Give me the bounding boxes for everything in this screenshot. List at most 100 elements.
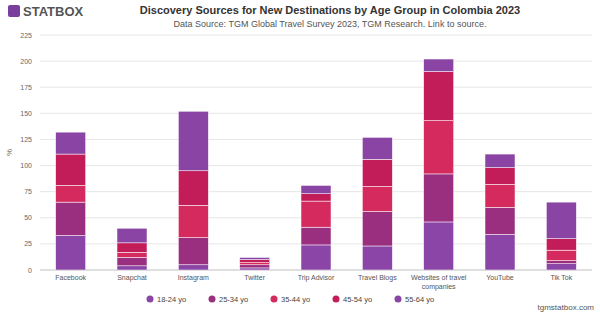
bar-segment — [56, 132, 86, 154]
bar-segment — [301, 245, 331, 270]
x-tick-label-line: Snapchat — [117, 274, 147, 282]
y-tick-label: 200 — [20, 58, 32, 65]
bar-segment — [485, 168, 515, 185]
x-tick-label: Tik Tok — [550, 274, 572, 281]
x-tick-label: Websites of travel companies — [411, 274, 467, 291]
x-tick-label: Trip Advisor — [298, 274, 335, 282]
bar-segment — [424, 174, 454, 222]
grid-line — [40, 139, 592, 140]
x-tick-label: Snapchat — [117, 274, 147, 282]
bar-segment — [485, 154, 515, 168]
legend-swatch — [209, 296, 216, 303]
legend-label: 18-24 yo — [157, 295, 186, 304]
y-tick-label: 125 — [20, 136, 32, 143]
y-tick-label: 225 — [20, 32, 32, 39]
bar-segment — [301, 194, 331, 201]
grid-line — [40, 87, 592, 88]
bar-segment — [362, 159, 392, 186]
bar-segment — [546, 239, 576, 250]
bar-segment — [546, 261, 576, 264]
legend-label: 45-54 yo — [343, 295, 372, 304]
bar-segment — [178, 205, 208, 237]
bar-segment — [424, 72, 454, 121]
bar-segment — [301, 185, 331, 193]
x-tick-label-line: YouTube — [486, 274, 514, 281]
bars — [56, 59, 577, 270]
x-tick-label-line: Websites of travel — [411, 274, 467, 281]
bar-segment — [178, 111, 208, 171]
x-tick-label-line: Instagram — [178, 274, 209, 282]
y-tick-label: 100 — [20, 162, 32, 169]
chart: STATBOX Discovery Sources for New Destina… — [0, 0, 600, 314]
bar-segment — [240, 257, 270, 259]
bar-segment — [117, 266, 147, 270]
x-tick-label: Facebook — [55, 274, 86, 281]
y-tick-label: 175 — [20, 84, 32, 91]
title: Discovery Sources for New Destinations b… — [140, 4, 520, 16]
y-tick-label: 50 — [24, 214, 32, 221]
bar-segment — [546, 250, 576, 260]
y-tick-label: 0 — [28, 267, 32, 274]
grid-line — [40, 61, 592, 62]
x-tick-label: YouTube — [486, 274, 514, 281]
legend: 18-24 yo 25-34 yo 35-44 yo 45-54 yo 55-64 yo — [147, 295, 435, 304]
legend-swatch — [147, 296, 154, 303]
bar-segment — [117, 252, 147, 257]
y-tick-label: 150 — [20, 110, 32, 117]
bar-segment — [301, 201, 331, 227]
bar-segment — [485, 234, 515, 270]
bar-segment — [485, 207, 515, 234]
legend-swatch — [395, 296, 402, 303]
bar-segment — [424, 222, 454, 270]
bar-segment — [240, 263, 270, 265]
bar-segment — [362, 137, 392, 159]
bar-segment — [301, 227, 331, 245]
bar-segment — [178, 265, 208, 270]
logo-text: STATBOX — [23, 4, 84, 19]
grid — [40, 35, 592, 270]
x-tick-label-line: companies — [422, 283, 456, 291]
bar-segment — [178, 171, 208, 205]
bar-segment — [117, 243, 147, 252]
bar-segment — [117, 228, 147, 243]
grid-line — [40, 113, 592, 114]
bar-segment — [362, 212, 392, 246]
x-tick-label-line: Trip Advisor — [298, 274, 335, 282]
x-tick-label: Instagram — [178, 274, 209, 282]
subtitle: Data Source: TGM Global Travel Survey 20… — [174, 19, 487, 29]
logo: STATBOX — [8, 4, 84, 19]
x-tick-label: Travel Blogs — [358, 274, 397, 282]
legend-swatch — [271, 296, 278, 303]
bar-segment — [56, 236, 86, 270]
bar-segment — [56, 202, 86, 235]
bar-segment — [56, 185, 86, 202]
y-tick-label: 25 — [24, 240, 32, 247]
x-tick-label-line: Tik Tok — [550, 274, 572, 281]
x-tick-label-line: Facebook — [55, 274, 86, 281]
x-tick-label: Twitter — [244, 274, 265, 281]
bar-segment — [362, 246, 392, 270]
bar-segment — [117, 257, 147, 265]
x-tick-label-line: Travel Blogs — [358, 274, 397, 282]
y-axis-label: % — [5, 149, 14, 156]
legend-label: 55-64 yo — [405, 295, 434, 304]
legend-label: 35-44 yo — [281, 295, 310, 304]
bar-segment — [56, 154, 86, 185]
legend-swatch — [333, 296, 340, 303]
bar-segment — [546, 264, 576, 270]
bar-segment — [362, 186, 392, 211]
bar-segment — [240, 260, 270, 263]
bar-segment — [240, 265, 270, 268]
logo-icon — [8, 5, 20, 17]
legend-label: 25-34 yo — [219, 295, 248, 304]
bar-segment — [240, 268, 270, 270]
bar-segment — [546, 202, 576, 239]
grid-line — [40, 35, 592, 36]
y-tick-label: 75 — [24, 188, 32, 195]
bar-segment — [424, 59, 454, 72]
bar-segment — [178, 238, 208, 265]
x-tick-label-line: Twitter — [244, 274, 265, 281]
footer: tgmstatbox.com — [538, 303, 595, 312]
bar-segment — [485, 184, 515, 207]
bar-segment — [424, 121, 454, 174]
